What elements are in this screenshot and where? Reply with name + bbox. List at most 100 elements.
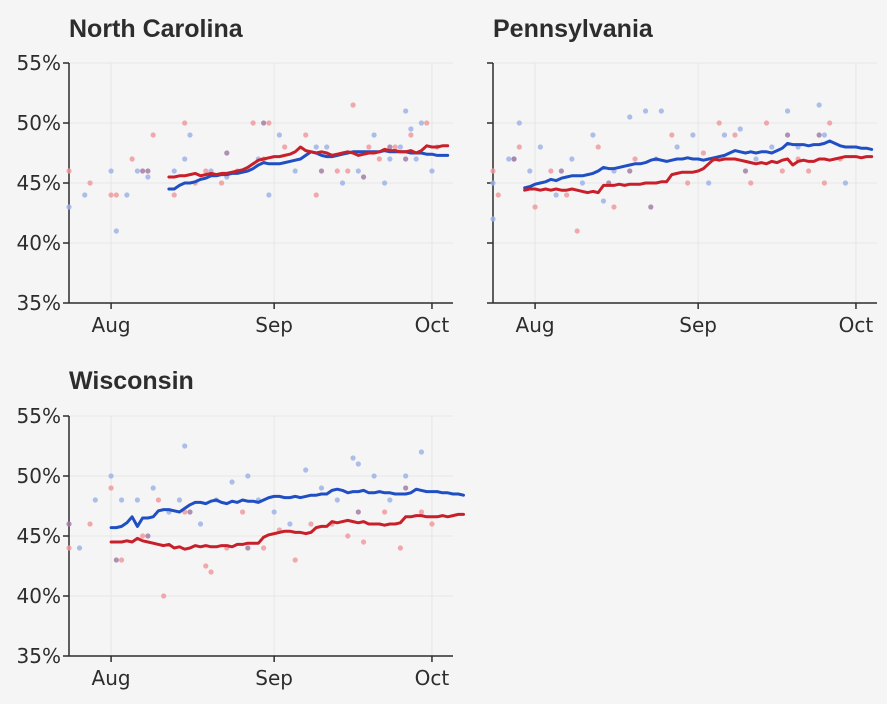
poll-dot-rep: [532, 204, 538, 210]
poll-dot-dem: [124, 192, 130, 198]
poll-dot-dem: [108, 473, 114, 479]
poll-dot-overlap: [66, 521, 72, 527]
poll-dot-rep: [779, 168, 785, 174]
poll-dot-dem: [76, 545, 83, 551]
poll-dot-rep: [418, 509, 425, 515]
poll-dot-rep: [397, 545, 403, 551]
poll-dot-overlap: [224, 150, 230, 156]
poll-dot-dem: [266, 192, 272, 198]
poll-dot-rep: [308, 521, 314, 527]
poll-dot-overlap: [261, 120, 267, 126]
poll-dot-overlap: [816, 132, 822, 138]
y-tick-label: 55%: [17, 404, 61, 428]
poll-dot-rep: [345, 533, 351, 539]
y-tick-label: 40%: [17, 231, 61, 255]
poll-dot-dem: [784, 108, 791, 114]
poll-dot-dem: [527, 168, 533, 174]
poll-dot-dem: [339, 180, 346, 186]
panel-title: Pennsylvania: [493, 15, 654, 43]
poll-dot-dem: [182, 156, 188, 162]
poll-dot-overlap: [387, 144, 393, 150]
poll-dot-dem: [150, 485, 156, 491]
poll-dot-overlap: [355, 509, 361, 515]
poll-dot-rep: [161, 593, 167, 599]
poll-dot-dem: [590, 132, 596, 138]
poll-dot-dem: [145, 174, 151, 180]
poll-dot-overlap: [245, 545, 251, 551]
poll-dot-rep: [182, 120, 188, 126]
average-line-rep: [109, 512, 465, 551]
poll-dot-overlap: [403, 485, 409, 491]
poll-dot-overlap: [784, 132, 791, 138]
poll-dot-rep: [429, 521, 435, 527]
x-tick-label: Aug: [92, 313, 131, 337]
poll-dot-rep: [392, 144, 398, 150]
poll-dot-rep: [171, 192, 177, 198]
poll-dot-dem: [721, 132, 728, 138]
poll-dot-dem: [753, 156, 759, 162]
y-tick-label: 55%: [17, 51, 61, 75]
poll-dot-dem: [418, 449, 425, 455]
poll-dot-rep: [113, 192, 119, 198]
poll-dot-rep: [150, 132, 156, 138]
y-tick-label: 45%: [17, 524, 61, 548]
poll-dot-rep: [292, 557, 298, 563]
x-tick-label: Aug: [516, 313, 555, 337]
poll-dot-dem: [229, 479, 235, 485]
poll-dot-rep: [87, 180, 93, 186]
poll-dot-overlap: [145, 168, 151, 174]
x-tick-label: Sep: [679, 313, 717, 337]
average-line-rep: [167, 144, 450, 179]
poll-dot-dem: [403, 473, 409, 479]
y-tick-label: 50%: [17, 111, 61, 135]
panel-north-carolina: North Carolina 35% 40% 45% 50% 55% Aug Sep Oct: [17, 15, 453, 337]
poll-dot-dem: [387, 156, 393, 162]
poll-dot-rep: [345, 168, 351, 174]
poll-dot-overlap: [742, 168, 749, 174]
poll-dot-rep: [716, 120, 722, 126]
poll-dot-overlap: [360, 174, 367, 180]
poll-dot-dem: [627, 114, 633, 120]
poll-dot-dem: [119, 497, 125, 503]
panel-title: Wisconsin: [69, 367, 194, 395]
poll-dot-dem: [108, 168, 114, 174]
poll-dot-rep: [239, 509, 246, 515]
poll-dot-rep: [266, 120, 272, 126]
poll-dot-dem: [642, 108, 649, 114]
average-line-dem: [523, 139, 874, 190]
poll-dot-dem: [579, 180, 586, 186]
poll-dot-dem: [313, 144, 319, 150]
y-tick-label: 35%: [17, 291, 61, 315]
poll-dot-rep: [155, 497, 162, 503]
poll-dot-dem: [553, 192, 559, 198]
poll-dot-rep: [821, 180, 827, 186]
poll-dot-rep: [685, 180, 691, 186]
average-line-dem: [109, 487, 465, 530]
poll-dot-dem: [334, 497, 340, 503]
poll-dot-dem: [397, 144, 403, 150]
poll-dot-dem: [490, 216, 496, 222]
poll-dot-dem: [490, 180, 496, 186]
poll-dot-rep: [108, 485, 114, 491]
poll-dot-rep: [108, 192, 114, 198]
y-tick-label: 50%: [17, 464, 61, 488]
poll-dot-dem: [600, 198, 607, 204]
poll-dot-rep: [700, 150, 707, 156]
poll-dot-rep: [574, 228, 580, 234]
poll-dot-dem: [171, 168, 177, 174]
poll-dot-overlap: [511, 156, 517, 162]
poll-dot-dem: [82, 192, 88, 198]
poll-dot-rep: [218, 180, 225, 186]
poll-dot-dem: [506, 156, 512, 162]
poll-dot-rep: [140, 533, 146, 539]
poll-dot-dem: [382, 180, 388, 186]
poll-dot-overlap: [113, 557, 119, 563]
poll-dot-dem: [134, 168, 140, 174]
poll-dot-rep: [203, 168, 209, 174]
poll-dot-rep: [282, 144, 288, 150]
poll-dot-dem: [355, 168, 361, 174]
poll-dot-dem: [674, 144, 680, 150]
poll-dot-rep: [748, 180, 754, 186]
poll-dot-rep: [66, 545, 72, 551]
